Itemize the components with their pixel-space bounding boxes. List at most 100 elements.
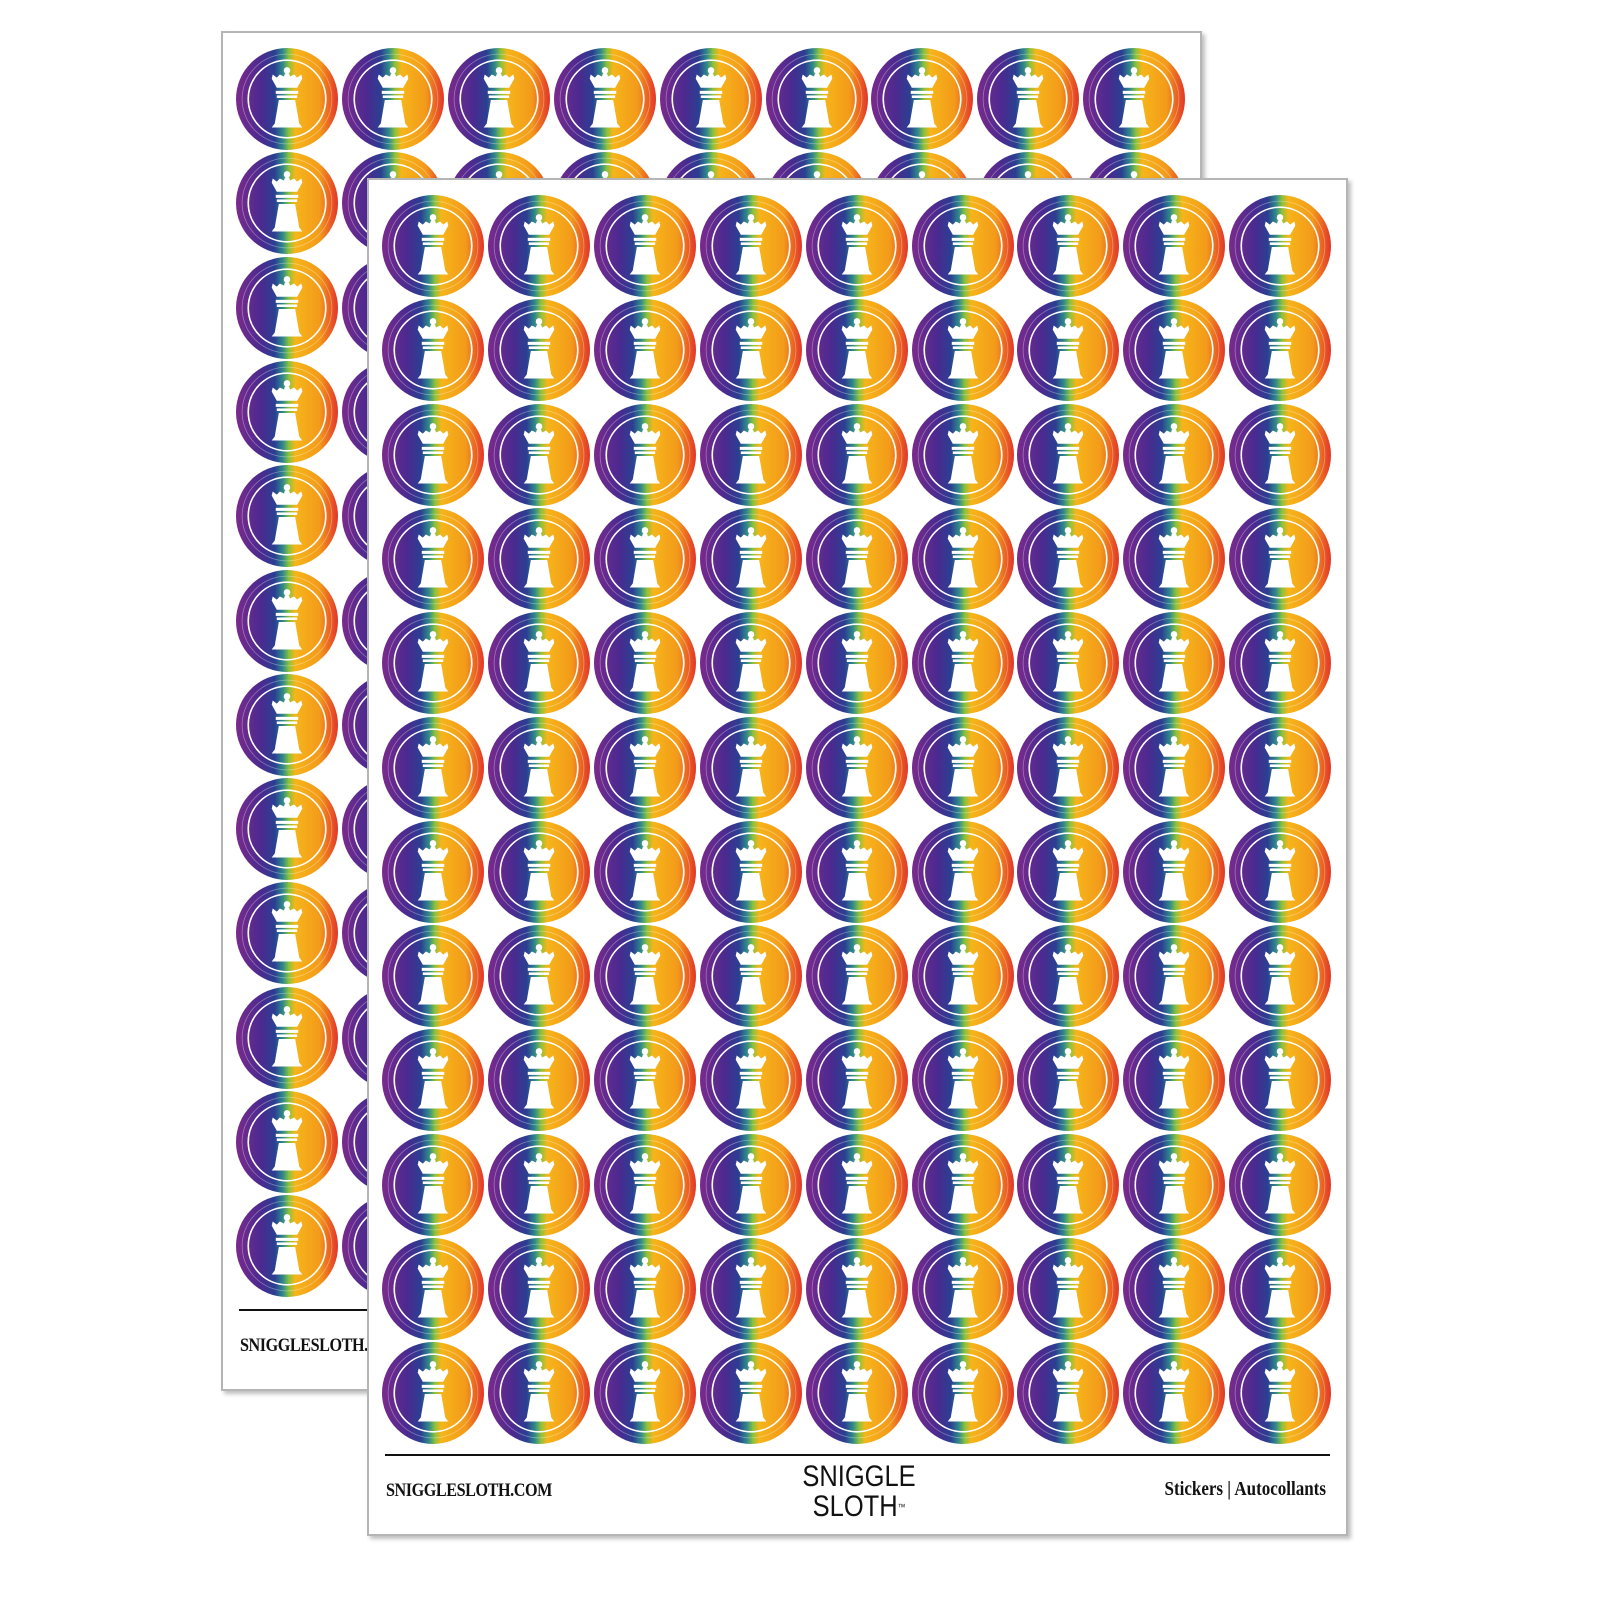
sticker [805,1133,908,1236]
sticker [1017,612,1120,715]
queen-chess-piece-icon [1229,195,1332,297]
sticker [805,925,908,1028]
sticker [1123,299,1226,402]
sticker-type-label: Stickers | Autocollants [1164,1478,1326,1500]
queen-chess-piece-icon [593,716,696,819]
queen-chess-piece-icon [236,986,338,1089]
sticker [382,195,484,297]
queen-chess-piece-icon [911,1029,1014,1132]
queen-chess-piece-icon [805,299,908,402]
queen-chess-piece-icon [699,299,802,402]
sticker [805,299,908,402]
sticker [1017,1342,1120,1445]
sticker [699,820,802,923]
queen-chess-piece-icon [593,820,696,923]
queen-chess-piece-icon [487,195,590,297]
sticker [805,403,908,506]
queen-chess-piece-icon [1017,403,1120,506]
sticker [236,360,338,463]
sticker [1229,299,1332,402]
queen-chess-piece-icon [805,716,908,819]
queen-chess-piece-icon [1017,1342,1120,1445]
sticker [487,1029,590,1132]
sticker [977,48,1080,150]
sticker [593,820,696,923]
queen-chess-piece-icon [382,1029,484,1132]
queen-chess-piece-icon [911,820,1014,923]
sticker [911,612,1014,715]
footer-divider [385,1454,1330,1456]
sticker [1017,925,1120,1028]
queen-chess-piece-icon [805,507,908,610]
queen-chess-piece-icon [553,48,656,150]
queen-chess-piece-icon [593,299,696,402]
sticker [911,507,1014,610]
sticker [1229,403,1332,506]
sticker [1123,195,1226,297]
queen-chess-piece-icon [1229,299,1332,402]
sticker [593,299,696,402]
sticker [1017,716,1120,819]
sticker [699,1133,802,1236]
sticker [593,716,696,819]
sticker [487,1133,590,1236]
sticker [1229,1238,1332,1340]
queen-chess-piece-icon [805,1133,908,1236]
sticker [487,925,590,1028]
queen-chess-piece-icon [382,507,484,610]
sticker [659,48,762,150]
queen-chess-piece-icon [593,1133,696,1236]
queen-chess-piece-icon [1123,1342,1226,1445]
queen-chess-piece-icon [487,820,590,923]
queen-chess-piece-icon [487,1238,590,1340]
sticker [911,195,1014,297]
queen-chess-piece-icon [1123,403,1226,506]
sticker [487,403,590,506]
queen-chess-piece-icon [805,925,908,1028]
queen-chess-piece-icon [1229,1238,1332,1340]
sticker [1123,1238,1226,1340]
sticker [236,778,338,881]
sticker [236,48,338,150]
sticker [765,48,868,150]
sticker [593,1029,696,1132]
sticker [1229,1342,1332,1445]
queen-chess-piece-icon [1229,820,1332,923]
queen-chess-piece-icon [1229,403,1332,506]
queen-chess-piece-icon [1017,1133,1120,1236]
queen-chess-piece-icon [805,820,908,923]
queen-chess-piece-icon [1017,925,1120,1028]
queen-chess-piece-icon [911,1342,1014,1445]
queen-chess-piece-icon [236,465,338,568]
sticker [699,299,802,402]
queen-chess-piece-icon [911,1133,1014,1236]
queen-chess-piece-icon [593,403,696,506]
queen-chess-piece-icon [1017,716,1120,819]
queen-chess-piece-icon [1229,1029,1332,1132]
sticker [593,1238,696,1340]
logo-line2: SLOTH [812,1490,898,1523]
sticker [699,403,802,506]
sticker [1229,195,1332,297]
queen-chess-piece-icon [659,48,762,150]
queen-chess-piece-icon [341,48,444,150]
queen-chess-piece-icon [1229,1342,1332,1445]
sticker [341,48,444,150]
queen-chess-piece-icon [871,48,974,150]
sticker [487,195,590,297]
queen-chess-piece-icon [487,1029,590,1132]
sticker [1123,716,1226,819]
queen-chess-piece-icon [699,507,802,610]
queen-chess-piece-icon [1017,299,1120,402]
queen-chess-piece-icon [593,507,696,610]
queen-chess-piece-icon [236,569,338,672]
queen-chess-piece-icon [236,673,338,776]
queen-chess-piece-icon [1123,1029,1226,1132]
sniggle-sloth-logo: SNIGGLE SLOTH™ [791,1462,927,1522]
sticker [382,820,484,923]
sticker [487,299,590,402]
sticker [236,1091,338,1193]
queen-chess-piece-icon [236,152,338,255]
sticker [699,612,802,715]
sticker [1017,1029,1120,1132]
